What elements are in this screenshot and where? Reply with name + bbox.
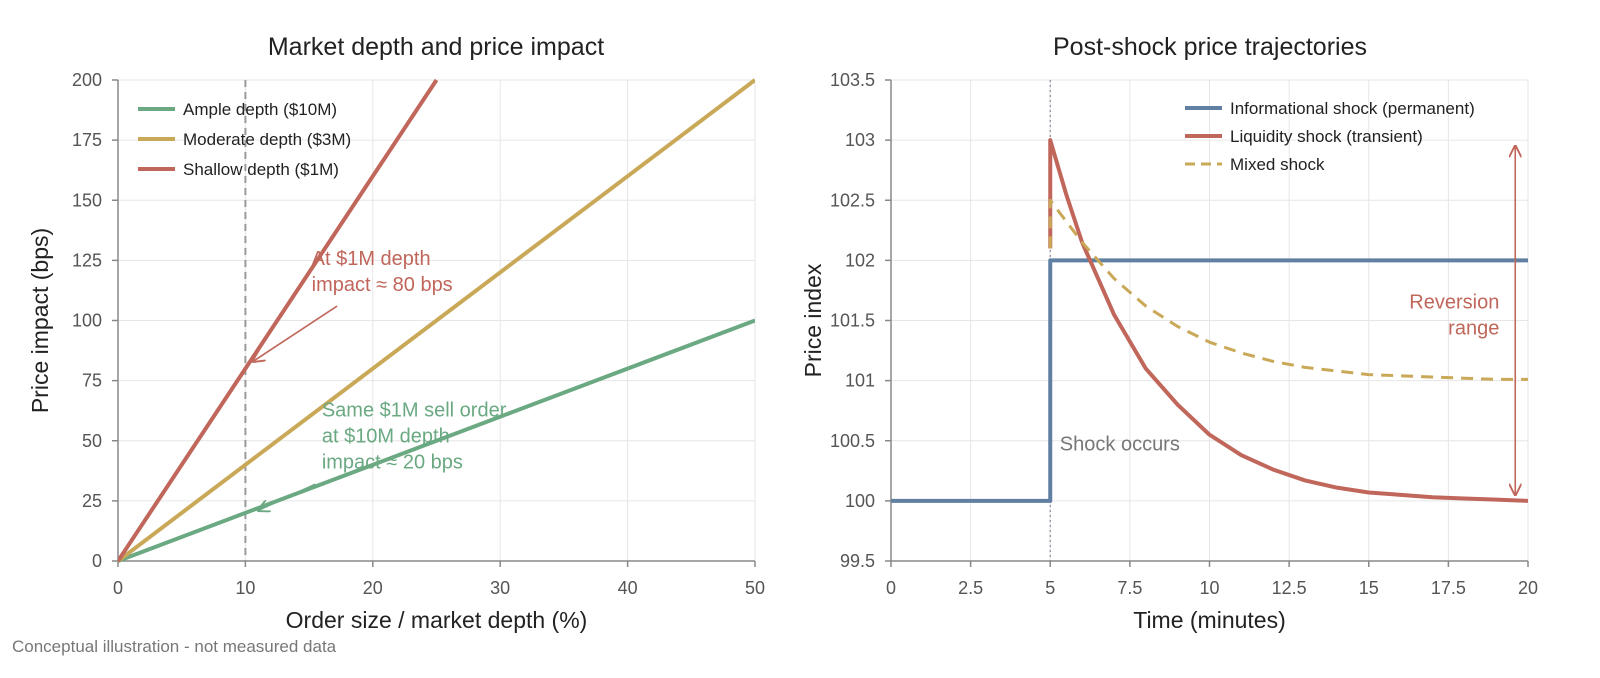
- x-tick-label: 20: [363, 578, 383, 598]
- y-tick-label: 100: [72, 311, 102, 331]
- chart-title: Market depth and price impact: [268, 33, 604, 61]
- x-tick-label: 15: [1359, 578, 1379, 598]
- annotation-text: impact ≈ 20 bps: [322, 452, 463, 474]
- x-tick-label: 30: [490, 578, 510, 598]
- series-line: [891, 258, 1528, 503]
- annotation-text: Reversion: [1409, 291, 1499, 313]
- x-axis-label: Time (minutes): [1133, 607, 1286, 633]
- legend-entry: Moderate depth ($3M): [183, 130, 351, 149]
- annotation-text: range: [1448, 317, 1499, 339]
- chart-title: Post-shock price trajectories: [1053, 33, 1367, 61]
- annotation-text: at $10M depth: [322, 426, 450, 448]
- y-tick-label: 101.5: [830, 311, 875, 331]
- legend-entry: Ample depth ($10M): [183, 100, 337, 119]
- y-tick-label: 102: [845, 250, 875, 270]
- series-line: [118, 318, 755, 563]
- x-tick-label: 7.5: [1117, 578, 1142, 598]
- legend-entry: Liquidity shock (transient): [1230, 127, 1423, 146]
- x-tick-label: 50: [745, 578, 765, 598]
- legend-entry: Informational shock (permanent): [1230, 99, 1475, 118]
- series-line: [118, 78, 755, 563]
- legend-entry: Mixed shock: [1230, 155, 1325, 174]
- legend-entry: Shallow depth ($1M): [183, 160, 339, 179]
- y-tick-label: 0: [92, 551, 102, 571]
- x-tick-label: 12.5: [1272, 578, 1307, 598]
- y-tick-label: 150: [72, 190, 102, 210]
- y-tick-label: 99.5: [840, 551, 875, 571]
- annotation-text: Shock occurs: [1060, 433, 1180, 455]
- y-tick-label: 25: [82, 491, 102, 511]
- annotation-arrow: [253, 305, 338, 361]
- x-tick-label: 0: [113, 578, 123, 598]
- annotation-text: impact ≈ 80 bps: [312, 274, 453, 296]
- x-axis-label: Order size / market depth (%): [286, 607, 588, 633]
- y-tick-label: 101: [845, 371, 875, 391]
- x-tick-label: 20: [1518, 578, 1538, 598]
- annotation-arrow: [258, 483, 316, 510]
- y-tick-label: 50: [82, 431, 102, 451]
- y-tick-label: 175: [72, 130, 102, 150]
- y-tick-label: 200: [72, 70, 102, 90]
- y-axis-label: Price impact (bps): [27, 228, 53, 413]
- series-line: [1048, 198, 1528, 381]
- x-tick-label: 0: [886, 578, 896, 598]
- series-line: [118, 78, 439, 563]
- annotation-text: Same $1M sell order: [322, 400, 507, 422]
- series-line: [1048, 138, 1528, 503]
- x-tick-label: 10: [1199, 578, 1219, 598]
- x-tick-label: 10: [235, 578, 255, 598]
- trajectory-chart-panel: 0 2.5 5 7.5 10 12.5 15 17.5 20 99.5 100 100.5 101 101…: [800, 33, 1538, 633]
- y-tick-label: 125: [72, 250, 102, 270]
- footnote: Conceptual illustration - not measured d…: [12, 637, 337, 656]
- y-tick-label: 100: [845, 491, 875, 511]
- x-tick-label: 40: [618, 578, 638, 598]
- annotation-text: At $1M depth: [312, 248, 431, 270]
- y-tick-label: 103.5: [830, 70, 875, 90]
- impact-chart-panel: 0 10 20 30 40 50 0 25 50 75 100 125 150 175 200 Market …: [27, 33, 765, 633]
- x-tick-label: 5: [1045, 578, 1055, 598]
- y-axis-label: Price index: [800, 263, 826, 377]
- x-tick-label: 2.5: [958, 578, 983, 598]
- x-tick-label: 17.5: [1431, 578, 1466, 598]
- y-tick-label: 103: [845, 130, 875, 150]
- y-tick-label: 102.5: [830, 190, 875, 210]
- y-tick-label: 75: [82, 371, 102, 391]
- y-tick-label: 100.5: [830, 431, 875, 451]
